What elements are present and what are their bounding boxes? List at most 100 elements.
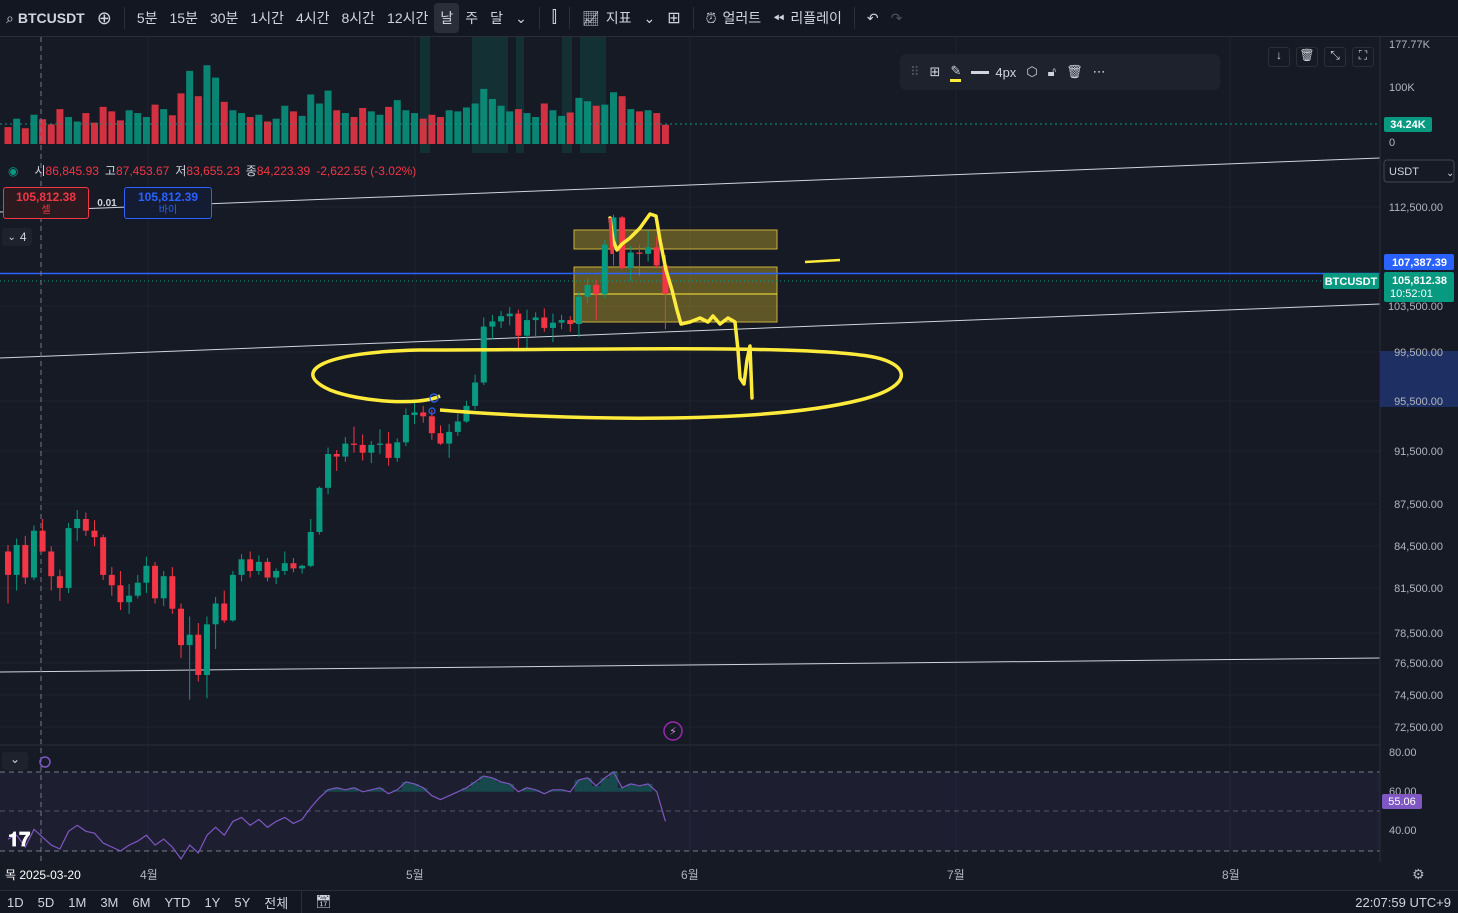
hand-drawn-forecast-path[interactable] bbox=[608, 212, 754, 400]
range-5y[interactable]: 5Y bbox=[234, 894, 251, 910]
drag-handle-icon[interactable]: ⠿ bbox=[910, 64, 920, 79]
last-volume-tag bbox=[1384, 117, 1432, 132]
volume-bar bbox=[661, 124, 669, 144]
interval-dropdown[interactable]: ⌄ bbox=[509, 0, 533, 37]
clock[interactable]: 22:07:59 UTC+9 bbox=[1355, 894, 1451, 910]
undo-button[interactable]: ↶ bbox=[861, 0, 885, 37]
collapse-pane-icon[interactable]: ⤡ bbox=[1324, 47, 1346, 67]
maximize-pane-icon[interactable]: ⛶ bbox=[1352, 47, 1374, 67]
candle-body bbox=[601, 244, 608, 295]
range-1y[interactable]: 1Y bbox=[204, 894, 221, 910]
volume-bar bbox=[359, 107, 367, 144]
interval-30m[interactable]: 30분 bbox=[209, 10, 239, 26]
rsi-value-text: 55.06 bbox=[1388, 796, 1416, 808]
anchor-point[interactable] bbox=[428, 407, 436, 415]
more-icon[interactable]: ⋯ bbox=[1092, 64, 1106, 79]
candle-body bbox=[186, 634, 193, 646]
template-grid-icon[interactable]: ⊞ bbox=[929, 64, 941, 79]
rsi-settings-icon[interactable] bbox=[39, 756, 51, 768]
candle-body bbox=[117, 585, 124, 603]
interval-day[interactable]: 날 bbox=[434, 3, 460, 33]
buy-button[interactable]: 105,812.39 바이 bbox=[124, 187, 212, 219]
interval-8h[interactable]: 8시간 bbox=[341, 10, 376, 26]
collapse-indicators-button[interactable]: ⌄ 4 bbox=[2, 228, 32, 246]
trash-icon[interactable]: 🗑︎ bbox=[1066, 64, 1083, 79]
interval-month[interactable]: 달 bbox=[490, 10, 504, 26]
candle-body bbox=[549, 322, 556, 328]
channel-upper-line[interactable] bbox=[0, 157, 1381, 213]
toolbar-divider bbox=[692, 7, 694, 29]
range-ytd[interactable]: YTD bbox=[164, 894, 191, 910]
visibility-eye-icon[interactable]: ◉ bbox=[8, 163, 19, 178]
indicators-button[interactable]: 📈︎ 지표 bbox=[576, 0, 638, 37]
range-3m[interactable]: 3M bbox=[100, 894, 119, 910]
interval-4h[interactable]: 4시간 bbox=[295, 10, 330, 26]
sell-label: 셀 bbox=[41, 205, 51, 216]
tradingview-logo: 𝟏𝟕 bbox=[8, 829, 30, 851]
lock-icon[interactable]: 🔓︎ bbox=[1047, 64, 1057, 79]
undo-icon: ↶ bbox=[866, 9, 879, 26]
candle-body bbox=[316, 487, 323, 532]
move-pane-down-icon[interactable]: ↓ bbox=[1268, 47, 1290, 67]
indicators-icon: 📈︎ bbox=[581, 9, 600, 26]
chart-canvas[interactable]: ⚡︎ 𝟏𝟕 112,500.00 103,500.00 99,500.00 95,50… bbox=[0, 37, 1458, 862]
range-6m[interactable]: 6M bbox=[132, 894, 151, 910]
interval-15m[interactable]: 15분 bbox=[169, 10, 198, 26]
interval-1h[interactable]: 1시간 bbox=[250, 10, 284, 26]
range-1m[interactable]: 1M bbox=[68, 894, 87, 910]
add-symbol-button[interactable]: ⊕ bbox=[91, 0, 118, 37]
anchor-point[interactable] bbox=[429, 393, 439, 403]
candle-body bbox=[247, 559, 254, 571]
volume-bar bbox=[644, 110, 652, 144]
volume-bar bbox=[116, 120, 124, 144]
symbol-search[interactable]: ⌕ BTCUSDT bbox=[0, 0, 91, 37]
candle-body bbox=[558, 320, 565, 323]
interval-12h[interactable]: 12시간 bbox=[387, 10, 429, 26]
redo-button[interactable]: ↷ bbox=[885, 0, 909, 37]
candle-body bbox=[273, 571, 280, 578]
volume-bar bbox=[238, 113, 246, 144]
candle-body bbox=[255, 561, 262, 571]
chart-type-button[interactable]: ⫿ bbox=[546, 0, 563, 37]
candle-body bbox=[307, 532, 314, 566]
currency-select[interactable] bbox=[1383, 159, 1455, 183]
hand-drawn-ellipse[interactable] bbox=[311, 347, 903, 420]
line-width-button[interactable]: 4px bbox=[971, 65, 1016, 80]
price-tick-label: 74,500.00 bbox=[1394, 690, 1443, 702]
support-line[interactable] bbox=[0, 657, 1381, 673]
alert-button[interactable]: ⏰︎ 얼러트 bbox=[700, 0, 768, 37]
settings-gear-icon[interactable]: ⚙︎ bbox=[1412, 866, 1425, 882]
replay-button[interactable]: ⏪︎ 리플레이 bbox=[767, 0, 848, 37]
volume-axis-labels: 177.77K 100K 0 bbox=[1389, 39, 1431, 149]
volume-bar bbox=[91, 122, 98, 144]
candle-body bbox=[575, 296, 582, 324]
candle-body bbox=[645, 247, 652, 254]
interval-week[interactable]: 주 bbox=[465, 10, 479, 26]
layout-button[interactable]: ⊞ bbox=[661, 0, 686, 37]
chevron-down-icon: ⌄ bbox=[643, 9, 656, 26]
indicators-dropdown[interactable]: ⌄ bbox=[637, 0, 661, 37]
channel-lower-line[interactable] bbox=[0, 303, 1381, 359]
symbol-tag bbox=[1323, 273, 1379, 289]
candle-body bbox=[13, 545, 20, 575]
range-1d[interactable]: 1D bbox=[7, 894, 24, 910]
hand-drawn-dash[interactable] bbox=[804, 258, 841, 264]
volume-bar bbox=[497, 105, 505, 144]
interval-5m[interactable]: 5분 bbox=[136, 10, 158, 26]
calendar-icon[interactable]: 📅︎ bbox=[315, 894, 332, 909]
volume-bar bbox=[549, 110, 557, 144]
price-tick-label: 87,500.00 bbox=[1394, 499, 1443, 511]
event-marker[interactable] bbox=[663, 721, 683, 741]
rsi-collapse-button[interactable]: ⌄ bbox=[2, 752, 28, 770]
settings-hexagon-icon[interactable]: ⬡ bbox=[1026, 64, 1038, 79]
chevron-down-icon: ⌄ bbox=[515, 9, 527, 26]
delete-pane-icon[interactable]: 🗑︎ bbox=[1296, 47, 1318, 67]
candle-body bbox=[221, 603, 228, 621]
pencil-icon[interactable]: ✎ bbox=[950, 63, 962, 82]
line-width-label: 4px bbox=[995, 64, 1017, 80]
sell-button[interactable]: 105,812.38 셀 bbox=[3, 187, 89, 219]
candle-body bbox=[420, 412, 427, 417]
range-all[interactable]: 전체 bbox=[264, 895, 289, 911]
range-5d[interactable]: 5D bbox=[37, 894, 55, 910]
